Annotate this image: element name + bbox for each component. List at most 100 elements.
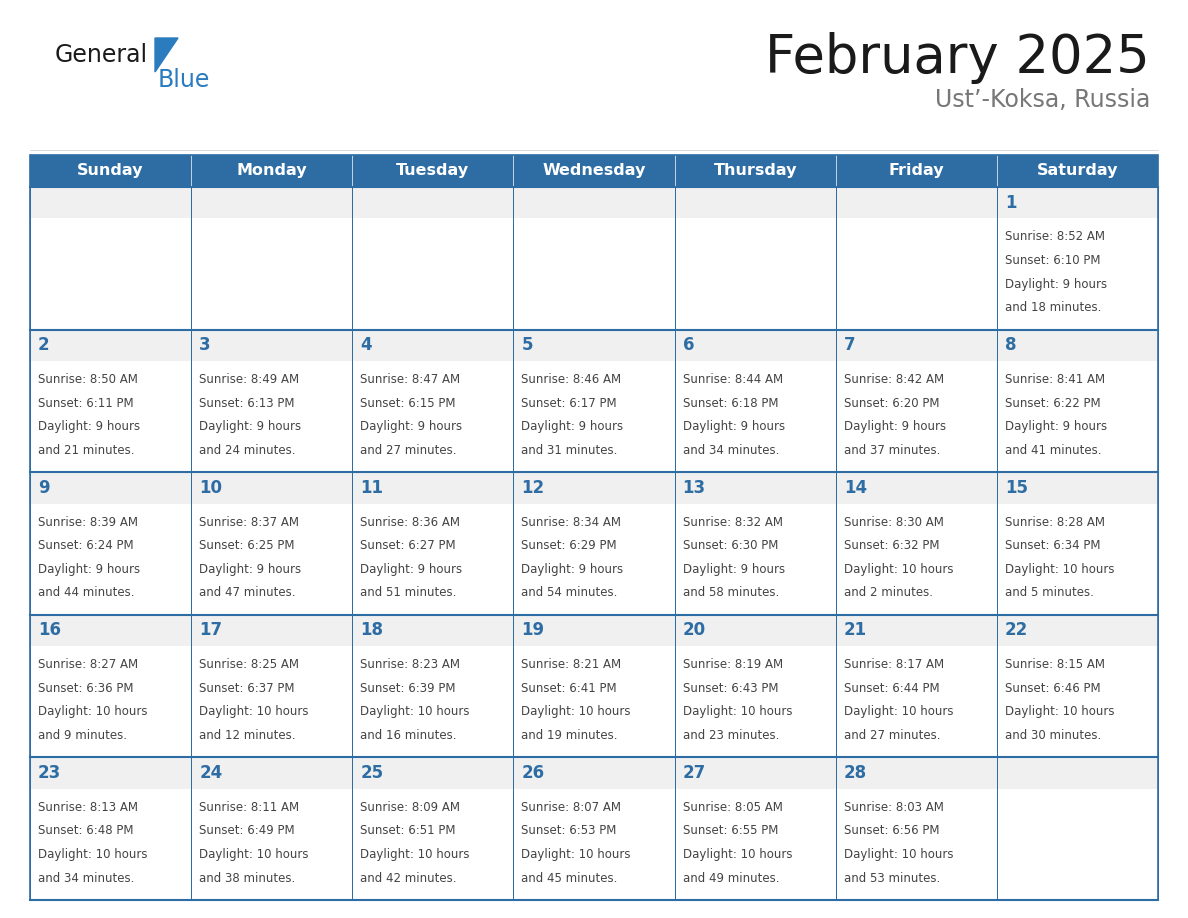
- Text: Daylight: 10 hours: Daylight: 10 hours: [843, 563, 953, 576]
- Bar: [835, 187, 997, 218]
- Text: Sunset: 6:39 PM: Sunset: 6:39 PM: [360, 682, 456, 695]
- Bar: [30, 472, 191, 615]
- Text: 15: 15: [1005, 479, 1028, 497]
- Text: Sunset: 6:56 PM: Sunset: 6:56 PM: [843, 824, 940, 837]
- Text: and 47 minutes.: and 47 minutes.: [200, 587, 296, 599]
- Bar: [835, 615, 997, 646]
- Text: and 21 minutes.: and 21 minutes.: [38, 443, 134, 457]
- Text: Daylight: 10 hours: Daylight: 10 hours: [1005, 705, 1114, 719]
- Text: 28: 28: [843, 764, 867, 782]
- Text: Daylight: 10 hours: Daylight: 10 hours: [360, 848, 469, 861]
- Bar: [675, 757, 835, 900]
- Bar: [191, 187, 353, 218]
- Bar: [191, 615, 353, 757]
- Text: and 30 minutes.: and 30 minutes.: [1005, 729, 1101, 742]
- Text: Daylight: 9 hours: Daylight: 9 hours: [522, 420, 624, 433]
- Text: Sunset: 6:25 PM: Sunset: 6:25 PM: [200, 539, 295, 553]
- Text: Sunset: 6:30 PM: Sunset: 6:30 PM: [683, 539, 778, 553]
- Bar: [513, 615, 675, 646]
- Bar: [675, 472, 835, 504]
- Text: Thursday: Thursday: [713, 163, 797, 178]
- Polygon shape: [154, 38, 178, 72]
- Bar: [835, 330, 997, 472]
- Bar: [353, 187, 513, 218]
- Bar: [675, 789, 835, 900]
- Text: Daylight: 10 hours: Daylight: 10 hours: [522, 705, 631, 719]
- Bar: [513, 646, 675, 757]
- Bar: [997, 472, 1158, 615]
- Text: Daylight: 10 hours: Daylight: 10 hours: [200, 705, 309, 719]
- Text: Sunset: 6:34 PM: Sunset: 6:34 PM: [1005, 539, 1100, 553]
- Bar: [835, 472, 997, 615]
- Text: Sunset: 6:41 PM: Sunset: 6:41 PM: [522, 682, 617, 695]
- Bar: [997, 472, 1158, 504]
- Text: 25: 25: [360, 764, 384, 782]
- Bar: [30, 615, 191, 646]
- Text: Sunset: 6:22 PM: Sunset: 6:22 PM: [1005, 397, 1100, 409]
- Text: Sunset: 6:29 PM: Sunset: 6:29 PM: [522, 539, 617, 553]
- Text: Sunrise: 8:32 AM: Sunrise: 8:32 AM: [683, 516, 783, 529]
- Text: 17: 17: [200, 621, 222, 640]
- Text: Wednesday: Wednesday: [542, 163, 646, 178]
- Text: 18: 18: [360, 621, 384, 640]
- Bar: [997, 330, 1158, 361]
- Text: 16: 16: [38, 621, 61, 640]
- Text: Sunrise: 8:05 AM: Sunrise: 8:05 AM: [683, 800, 783, 813]
- Bar: [353, 789, 513, 900]
- Text: Daylight: 9 hours: Daylight: 9 hours: [200, 563, 302, 576]
- Text: Sunset: 6:15 PM: Sunset: 6:15 PM: [360, 397, 456, 409]
- Text: 6: 6: [683, 336, 694, 354]
- Bar: [675, 472, 835, 615]
- Text: Daylight: 10 hours: Daylight: 10 hours: [683, 705, 792, 719]
- Text: 26: 26: [522, 764, 544, 782]
- Bar: [997, 155, 1158, 187]
- Text: and 41 minutes.: and 41 minutes.: [1005, 443, 1101, 457]
- Bar: [513, 155, 675, 187]
- Text: Daylight: 9 hours: Daylight: 9 hours: [683, 563, 785, 576]
- Text: and 53 minutes.: and 53 minutes.: [843, 872, 940, 885]
- Text: Sunrise: 8:50 AM: Sunrise: 8:50 AM: [38, 373, 138, 386]
- Text: Sunrise: 8:19 AM: Sunrise: 8:19 AM: [683, 658, 783, 671]
- Text: and 51 minutes.: and 51 minutes.: [360, 587, 456, 599]
- Text: and 9 minutes.: and 9 minutes.: [38, 729, 127, 742]
- Text: Sunset: 6:17 PM: Sunset: 6:17 PM: [522, 397, 617, 409]
- Text: and 44 minutes.: and 44 minutes.: [38, 587, 134, 599]
- Bar: [513, 757, 675, 789]
- Text: 9: 9: [38, 479, 50, 497]
- Bar: [997, 615, 1158, 757]
- Bar: [353, 330, 513, 472]
- Bar: [835, 361, 997, 472]
- Text: Sunrise: 8:41 AM: Sunrise: 8:41 AM: [1005, 373, 1105, 386]
- Bar: [30, 615, 191, 757]
- Bar: [30, 218, 191, 330]
- Text: and 23 minutes.: and 23 minutes.: [683, 729, 779, 742]
- Bar: [30, 330, 191, 472]
- Text: Daylight: 9 hours: Daylight: 9 hours: [1005, 277, 1107, 291]
- Bar: [835, 757, 997, 900]
- Bar: [353, 155, 513, 187]
- Text: Daylight: 9 hours: Daylight: 9 hours: [38, 563, 140, 576]
- Bar: [997, 757, 1158, 900]
- Bar: [353, 646, 513, 757]
- Bar: [513, 361, 675, 472]
- Text: Sunrise: 8:39 AM: Sunrise: 8:39 AM: [38, 516, 138, 529]
- Text: Sunrise: 8:46 AM: Sunrise: 8:46 AM: [522, 373, 621, 386]
- Bar: [835, 615, 997, 757]
- Text: and 27 minutes.: and 27 minutes.: [843, 729, 940, 742]
- Bar: [353, 472, 513, 615]
- Bar: [997, 646, 1158, 757]
- Bar: [675, 361, 835, 472]
- Text: Sunrise: 8:03 AM: Sunrise: 8:03 AM: [843, 800, 943, 813]
- Bar: [353, 615, 513, 757]
- Text: Sunset: 6:20 PM: Sunset: 6:20 PM: [843, 397, 940, 409]
- Text: 20: 20: [683, 621, 706, 640]
- Text: 27: 27: [683, 764, 706, 782]
- Bar: [191, 155, 353, 187]
- Bar: [675, 187, 835, 218]
- Bar: [30, 155, 191, 187]
- Text: and 31 minutes.: and 31 minutes.: [522, 443, 618, 457]
- Text: Sunrise: 8:07 AM: Sunrise: 8:07 AM: [522, 800, 621, 813]
- Text: and 38 minutes.: and 38 minutes.: [200, 872, 296, 885]
- Text: Tuesday: Tuesday: [397, 163, 469, 178]
- Text: 11: 11: [360, 479, 384, 497]
